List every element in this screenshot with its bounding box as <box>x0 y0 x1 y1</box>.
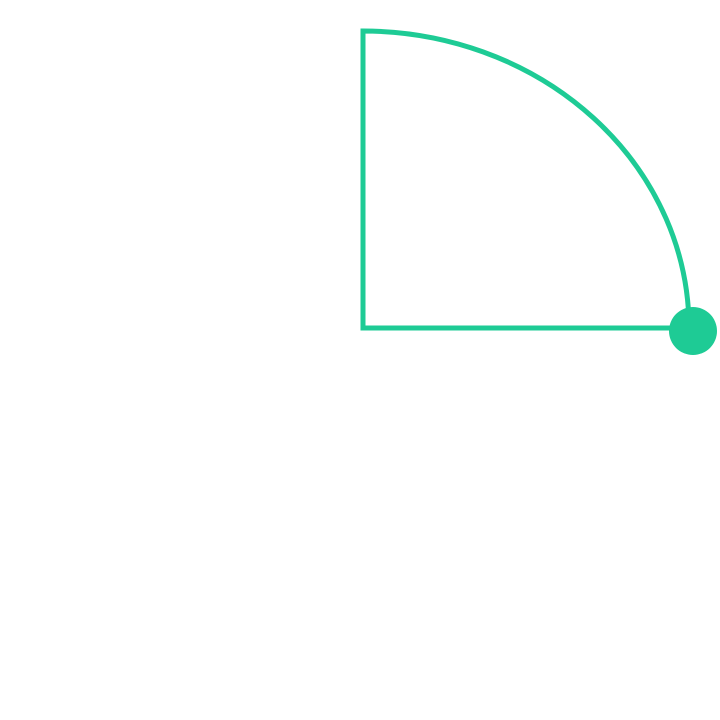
circle-handle-icon[interactable] <box>669 307 717 355</box>
quarter-sector-outline <box>360 28 692 331</box>
